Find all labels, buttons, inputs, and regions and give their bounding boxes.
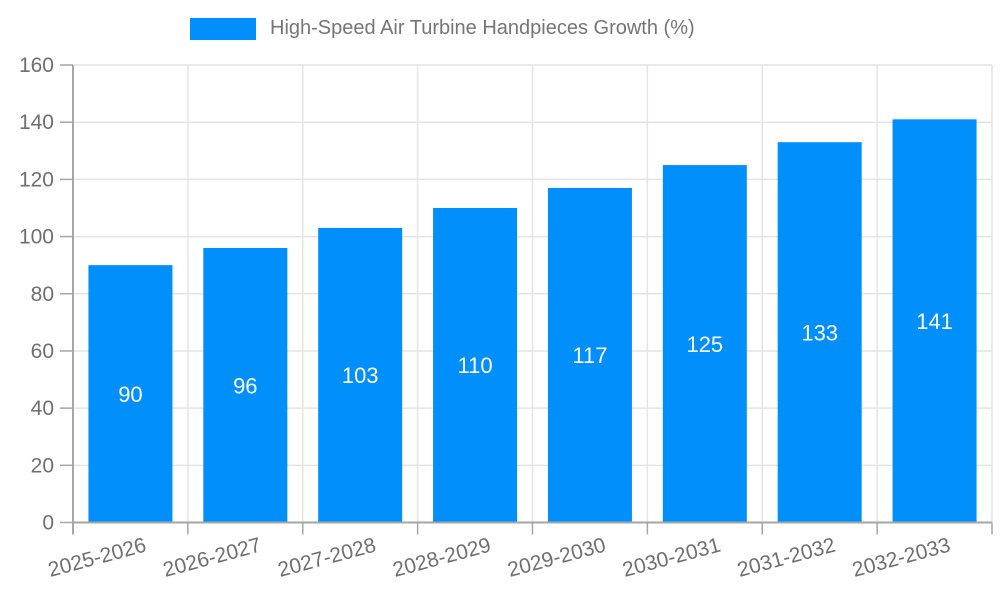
bar-value-label: 117: [572, 343, 607, 368]
y-axis-label: 0: [42, 512, 54, 535]
bar-value-label: 103: [342, 363, 379, 388]
y-axis-label: 20: [31, 454, 54, 477]
y-axis-label: 60: [31, 340, 54, 363]
bar-value-label: 110: [458, 353, 493, 378]
y-axis-label: 40: [31, 397, 54, 420]
legend-swatch: [190, 17, 256, 40]
x-axis-label: 2029-2030: [505, 534, 608, 582]
bar: [433, 207, 518, 523]
bar-value-label: 90: [118, 382, 142, 407]
bar: [892, 119, 977, 523]
legend-label: High-Speed Air Turbine Handpieces Growth…: [270, 17, 695, 39]
y-axis-label: 140: [19, 111, 54, 134]
bar: [547, 187, 632, 523]
bar-value-label: 141: [916, 309, 953, 334]
x-axis-label: 2025-2026: [46, 534, 149, 582]
x-axis-label: 2030-2031: [620, 534, 723, 582]
bar-value-label: 96: [233, 373, 257, 398]
x-axis-label: 2027-2028: [276, 534, 379, 582]
y-axis-label: 120: [19, 168, 54, 191]
x-axis-label: 2031-2032: [735, 534, 838, 582]
bar-value-label: 133: [801, 320, 838, 345]
y-axis-label: 160: [19, 54, 54, 77]
x-axis-label: 2028-2029: [390, 534, 493, 582]
legend[interactable]: High-Speed Air Turbine Handpieces Growth…: [190, 17, 695, 40]
bar: [203, 248, 288, 523]
bar: [318, 227, 403, 523]
x-axis-label: 2032-2033: [850, 534, 953, 582]
bar: [662, 165, 747, 523]
bar-value-label: 125: [686, 332, 723, 357]
bar: [88, 265, 173, 523]
bar: [777, 142, 862, 523]
y-axis-label: 80: [31, 283, 54, 306]
x-axis-label: 2026-2027: [161, 534, 264, 582]
y-axis-label: 100: [19, 226, 54, 249]
